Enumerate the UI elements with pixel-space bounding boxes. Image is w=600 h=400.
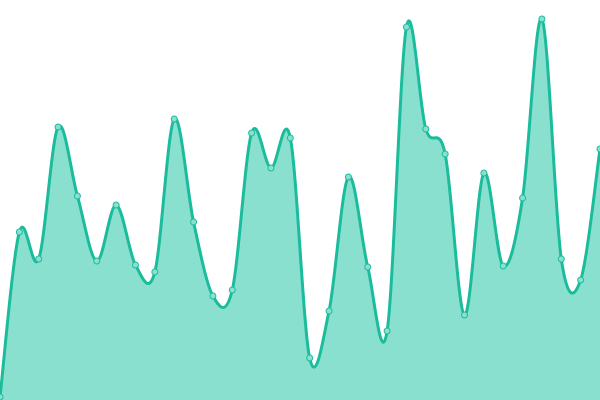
data-points bbox=[0, 15, 600, 400]
data-point-10 bbox=[190, 218, 198, 226]
data-point-28 bbox=[538, 15, 546, 23]
data-point-8 bbox=[151, 268, 159, 276]
data-point-11 bbox=[209, 292, 217, 300]
data-point-19 bbox=[364, 263, 372, 271]
data-point-9 bbox=[170, 115, 178, 123]
data-point-4 bbox=[73, 192, 81, 200]
data-point-27 bbox=[519, 194, 527, 202]
data-point-3 bbox=[54, 123, 62, 131]
data-point-30 bbox=[577, 276, 585, 284]
data-point-14 bbox=[267, 164, 275, 172]
data-point-17 bbox=[325, 307, 333, 315]
area-fill bbox=[0, 18, 600, 400]
data-point-23 bbox=[441, 150, 449, 158]
data-point-24 bbox=[461, 311, 469, 319]
data-point-31 bbox=[596, 145, 600, 153]
data-point-12 bbox=[228, 286, 236, 294]
data-point-26 bbox=[499, 262, 507, 270]
data-point-1 bbox=[15, 228, 23, 236]
data-point-5 bbox=[93, 257, 101, 265]
data-point-0 bbox=[0, 393, 4, 400]
data-point-21 bbox=[402, 23, 410, 31]
data-point-7 bbox=[131, 261, 139, 269]
data-point-15 bbox=[286, 134, 294, 142]
data-point-13 bbox=[248, 129, 256, 137]
data-point-6 bbox=[112, 201, 120, 209]
data-point-16 bbox=[306, 354, 314, 362]
data-point-22 bbox=[422, 125, 430, 133]
data-point-18 bbox=[344, 173, 352, 181]
data-point-29 bbox=[557, 255, 565, 263]
data-point-25 bbox=[480, 169, 488, 177]
data-point-2 bbox=[35, 255, 43, 263]
data-point-20 bbox=[383, 327, 391, 335]
